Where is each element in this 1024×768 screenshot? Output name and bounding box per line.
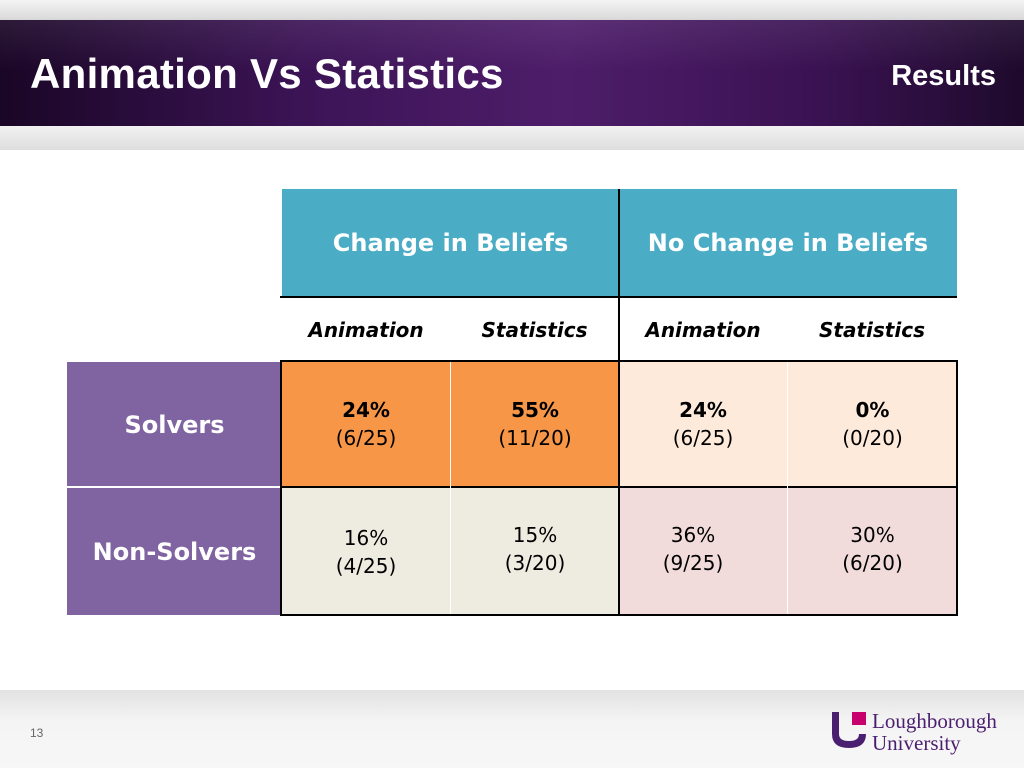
column-header-statistics: Statistics [819, 317, 925, 342]
grid-line [282, 486, 957, 488]
footer-strip [0, 690, 1024, 768]
cell-fill [767, 488, 788, 615]
header-change-in-beliefs: Change in Beliefs [282, 189, 619, 297]
cell-percent: 55% [511, 398, 559, 422]
slide-title: Animation Vs Statistics [30, 50, 504, 97]
row-label-solvers: Solvers [67, 362, 282, 487]
cell-percent: 30% [850, 523, 895, 547]
logo-line-1: Loughborough [872, 709, 997, 733]
grid-line [787, 362, 788, 614]
table-cell: 24% (6/25) [282, 362, 450, 487]
cell-percent: 24% [342, 398, 390, 422]
grid-line [282, 614, 958, 616]
column-header-statistics: Statistics [481, 317, 588, 342]
table-cell: 0% (0/20) [788, 362, 957, 487]
cell-fraction: (0/20) [842, 426, 903, 450]
cell-percent: 0% [855, 398, 890, 422]
grid-line [280, 360, 282, 616]
table-cell: 16% (4/25) [282, 488, 450, 615]
university-logo: Loughborough University [832, 710, 1012, 756]
logo-mark-icon [832, 712, 866, 748]
row-label-non-solvers: Non-Solvers [67, 488, 282, 615]
logo-line-2: University [872, 731, 961, 755]
top-strip [0, 0, 1024, 20]
table-cell: 36% (9/25) [619, 488, 767, 615]
grid-line [282, 360, 957, 362]
cell-fraction: (9/25) [662, 551, 724, 575]
table-cell: 24% (6/25) [619, 362, 787, 487]
cell-percent: 24% [679, 398, 727, 422]
slide-header: Animation Vs Statistics Results [0, 20, 1024, 126]
cell-fraction: (6/25) [672, 426, 734, 450]
logo-text: Loughborough University [872, 710, 997, 754]
cell-fraction: (6/20) [842, 551, 903, 575]
table-cell: 55% (11/20) [451, 362, 619, 487]
page-number: 13 [30, 726, 44, 740]
grid-line [67, 486, 280, 488]
table-cell: 15% (3/20) [451, 488, 619, 615]
cell-percent: 36% [670, 523, 716, 547]
cell-fraction: (3/20) [504, 551, 566, 575]
slide-section: Results [891, 60, 996, 92]
cell-fraction: (11/20) [498, 426, 572, 450]
cell-fraction: (4/25) [335, 554, 397, 578]
table-cell: 30% (6/20) [788, 488, 957, 615]
cell-percent: 16% [343, 526, 389, 550]
header-no-change-in-beliefs: No Change in Beliefs [619, 189, 957, 297]
header-shadow-strip [0, 126, 1024, 150]
column-header-animation: Animation [645, 317, 761, 342]
cell-percent: 15% [512, 523, 558, 547]
grid-line [450, 362, 451, 614]
cell-fraction: (6/25) [335, 426, 397, 450]
column-header-animation: Animation [308, 317, 424, 342]
grid-line [956, 360, 958, 616]
grid-line [618, 189, 620, 616]
